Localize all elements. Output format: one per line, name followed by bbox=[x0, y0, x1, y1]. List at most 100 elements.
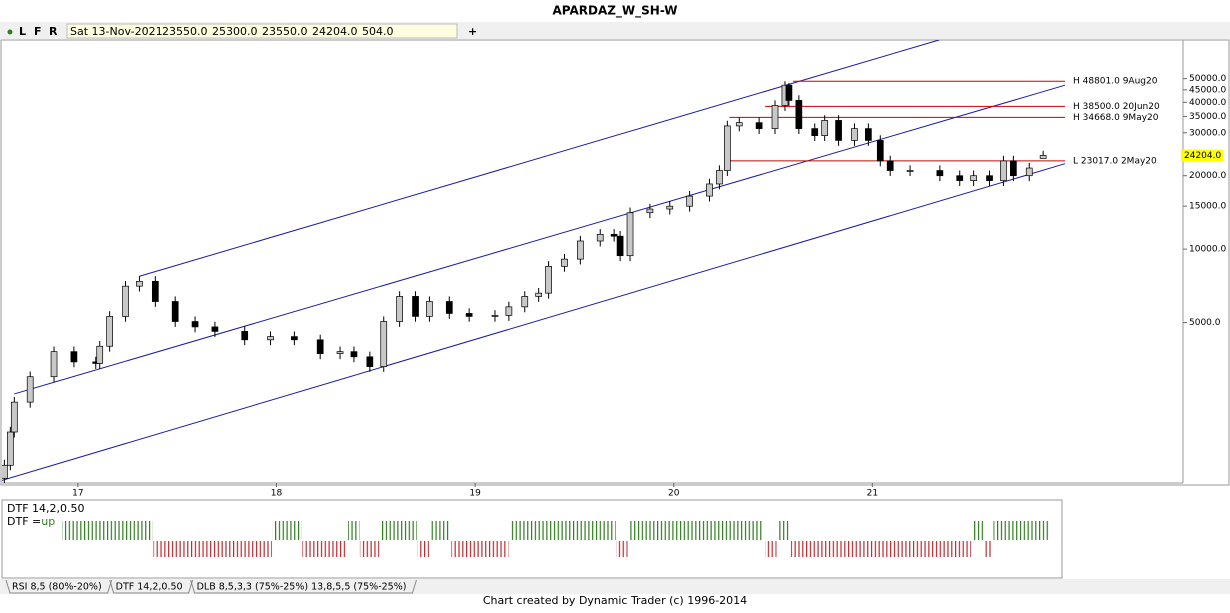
candle-body bbox=[626, 212, 634, 257]
candle-body bbox=[577, 240, 584, 260]
candle-body bbox=[724, 125, 731, 171]
candle-body bbox=[735, 122, 743, 127]
add-button[interactable]: + bbox=[468, 25, 477, 38]
candle-body bbox=[1039, 155, 1047, 159]
y-tick-label: 35000.0 bbox=[1189, 112, 1226, 122]
candle-body bbox=[666, 205, 674, 210]
level-label: H 48801.0 9Aug20 bbox=[1073, 77, 1158, 87]
indicator-status: DTF =up bbox=[7, 515, 55, 528]
x-tick-label: 17 bbox=[72, 489, 83, 499]
candle-body bbox=[445, 301, 453, 314]
candle-body bbox=[1025, 167, 1033, 177]
candle-body bbox=[686, 195, 693, 207]
y-tick-label: 15000.0 bbox=[1189, 202, 1226, 212]
candle-body bbox=[122, 285, 129, 317]
info-field: 23550.0 bbox=[162, 25, 208, 38]
candle-body bbox=[616, 235, 624, 257]
candle-body bbox=[545, 266, 552, 294]
candle-body bbox=[366, 356, 374, 367]
candle-body bbox=[535, 292, 543, 297]
tab-label[interactable]: DTF 14,2,0.50 bbox=[116, 582, 183, 593]
y-tick-label: 50000.0 bbox=[1189, 74, 1226, 84]
candle-body bbox=[316, 339, 324, 354]
candle-body bbox=[26, 376, 34, 403]
level-label: L 23017.0 2May20 bbox=[1073, 156, 1157, 166]
info-field: Sat 13-Nov-2021 bbox=[70, 25, 163, 38]
candle-body bbox=[821, 120, 829, 136]
candle-body bbox=[1000, 160, 1007, 181]
status-prefix: DTF = bbox=[7, 515, 41, 528]
y-tick-label: 30000.0 bbox=[1189, 128, 1226, 138]
candle-body bbox=[785, 84, 793, 101]
green-run bbox=[429, 521, 449, 540]
red-run bbox=[616, 541, 628, 557]
toolbar-button[interactable]: L bbox=[19, 25, 26, 38]
candle-body bbox=[106, 316, 114, 347]
tab-bar bbox=[0, 579, 1230, 594]
red-run bbox=[302, 541, 348, 557]
toolbar-button[interactable]: R bbox=[49, 25, 58, 38]
info-field: 24204.0 bbox=[312, 25, 358, 38]
tab-label[interactable]: DLB 8,5,3,3 (75%-25%) 13,8,5,5 (75%-25%) bbox=[197, 582, 407, 593]
status-value: up bbox=[41, 515, 55, 528]
candle-body bbox=[596, 233, 604, 242]
plot-frame bbox=[0, 39, 1230, 486]
candle-body bbox=[336, 351, 344, 354]
green-run bbox=[973, 521, 986, 540]
candle-body bbox=[267, 336, 274, 341]
y-tick-label: 5000.0 bbox=[1189, 318, 1221, 328]
red-run bbox=[985, 541, 994, 557]
tab-outline bbox=[109, 579, 194, 594]
x-tick-label: 19 bbox=[469, 489, 481, 499]
candle-body bbox=[291, 336, 298, 341]
candle-body bbox=[986, 175, 993, 181]
x-tick-label: 20 bbox=[668, 489, 680, 499]
candle-body bbox=[151, 280, 159, 302]
candle-body bbox=[936, 170, 944, 177]
candle-body bbox=[6, 431, 14, 466]
candle-body bbox=[96, 345, 104, 364]
candle-body bbox=[70, 351, 78, 363]
candle-body bbox=[755, 122, 763, 129]
channel-line bbox=[139, 40, 940, 277]
tab-label[interactable]: RSI 8,5 (80%-20%) bbox=[12, 582, 102, 593]
candle-body bbox=[906, 170, 914, 172]
indicator-label: DTF 14,2,0.50 bbox=[7, 502, 85, 515]
candle-body bbox=[876, 140, 884, 162]
candle-body bbox=[171, 301, 179, 322]
candle-body bbox=[2, 464, 8, 479]
tab-outline bbox=[190, 579, 417, 594]
green-run bbox=[628, 521, 763, 540]
status-dot bbox=[7, 29, 13, 35]
toolbar-button[interactable]: F bbox=[34, 25, 42, 38]
info-field: 504.0 bbox=[362, 25, 394, 38]
channel-line bbox=[14, 84, 1066, 395]
candle-body bbox=[646, 208, 654, 214]
candle-body bbox=[835, 120, 842, 141]
y-tick-label: 20000.0 bbox=[1189, 171, 1226, 181]
candle-body bbox=[521, 296, 529, 308]
candle-body bbox=[956, 175, 964, 181]
green-run bbox=[993, 521, 1049, 540]
candle-body bbox=[505, 306, 513, 316]
red-run bbox=[359, 541, 380, 557]
last-price-label: 24204.0 bbox=[1184, 151, 1221, 161]
red-run bbox=[451, 541, 509, 557]
red-run bbox=[417, 541, 429, 557]
candle-body bbox=[1010, 160, 1017, 177]
candle-body bbox=[610, 233, 618, 237]
green-run bbox=[778, 521, 789, 540]
green-run bbox=[61, 521, 153, 540]
candle-body bbox=[241, 331, 249, 341]
candle-body bbox=[491, 315, 499, 317]
candle-body bbox=[465, 313, 473, 317]
y-tick-label: 10000.0 bbox=[1189, 245, 1226, 255]
y-tick-label: 40000.0 bbox=[1189, 98, 1226, 108]
candle-body bbox=[716, 170, 723, 185]
info-field: 25300.0 bbox=[212, 25, 258, 38]
candle-body bbox=[771, 105, 779, 129]
candle-body bbox=[50, 351, 58, 378]
candle-body bbox=[396, 296, 403, 322]
